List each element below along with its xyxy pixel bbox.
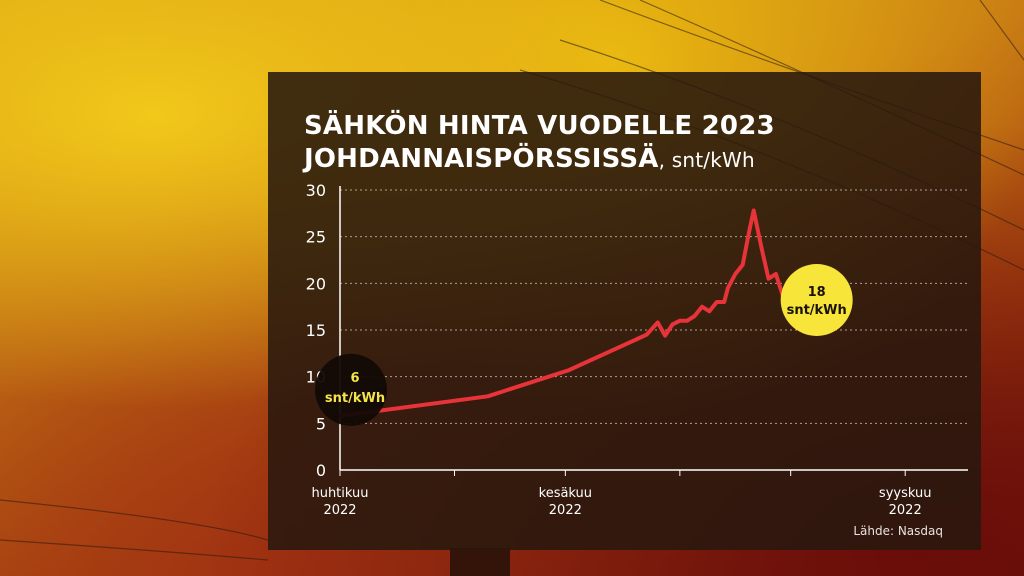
- price-line: [338, 208, 793, 418]
- end-value-number: 18: [808, 285, 826, 300]
- y-tick-label: 15: [306, 321, 326, 340]
- x-tick-label-month: kesäkuu: [539, 486, 592, 501]
- y-tick-label: 0: [316, 461, 326, 480]
- title-line-1: SÄHKÖN HINTA VUODELLE 2023: [304, 111, 775, 141]
- chart-title: SÄHKÖN HINTA VUODELLE 2023 JOHDANNAISPÖR…: [304, 110, 775, 177]
- start-value-bubble: [315, 353, 387, 426]
- start-value-number: 6: [350, 371, 359, 386]
- y-tick-label: 5: [316, 414, 326, 433]
- x-tick-label-month: syyskuu: [879, 486, 932, 501]
- source-label: Lähde: Nasdaq: [853, 524, 943, 538]
- title-unit: , snt/kWh: [658, 148, 755, 172]
- y-tick-label: 25: [306, 228, 326, 247]
- x-tick-label-year: 2022: [549, 503, 582, 518]
- x-tick-label-year: 2022: [323, 503, 356, 518]
- chart-panel: SÄHKÖN HINTA VUODELLE 2023 JOHDANNAISPÖR…: [268, 72, 981, 550]
- end-value-unit: snt/kWh: [787, 303, 847, 318]
- end-value-bubble: [780, 264, 853, 336]
- title-line-2: JOHDANNAISPÖRSSISSÄ: [304, 144, 659, 174]
- y-tick-label: 20: [306, 274, 326, 293]
- x-tick-label-month: huhtikuu: [311, 486, 368, 501]
- y-tick-label: 30: [306, 181, 326, 200]
- line-chart: 051015202530huhtikuu2022kesäkuu2022syysk…: [306, 181, 968, 518]
- start-value-unit: snt/kWh: [325, 391, 385, 406]
- x-tick-label-year: 2022: [889, 503, 922, 518]
